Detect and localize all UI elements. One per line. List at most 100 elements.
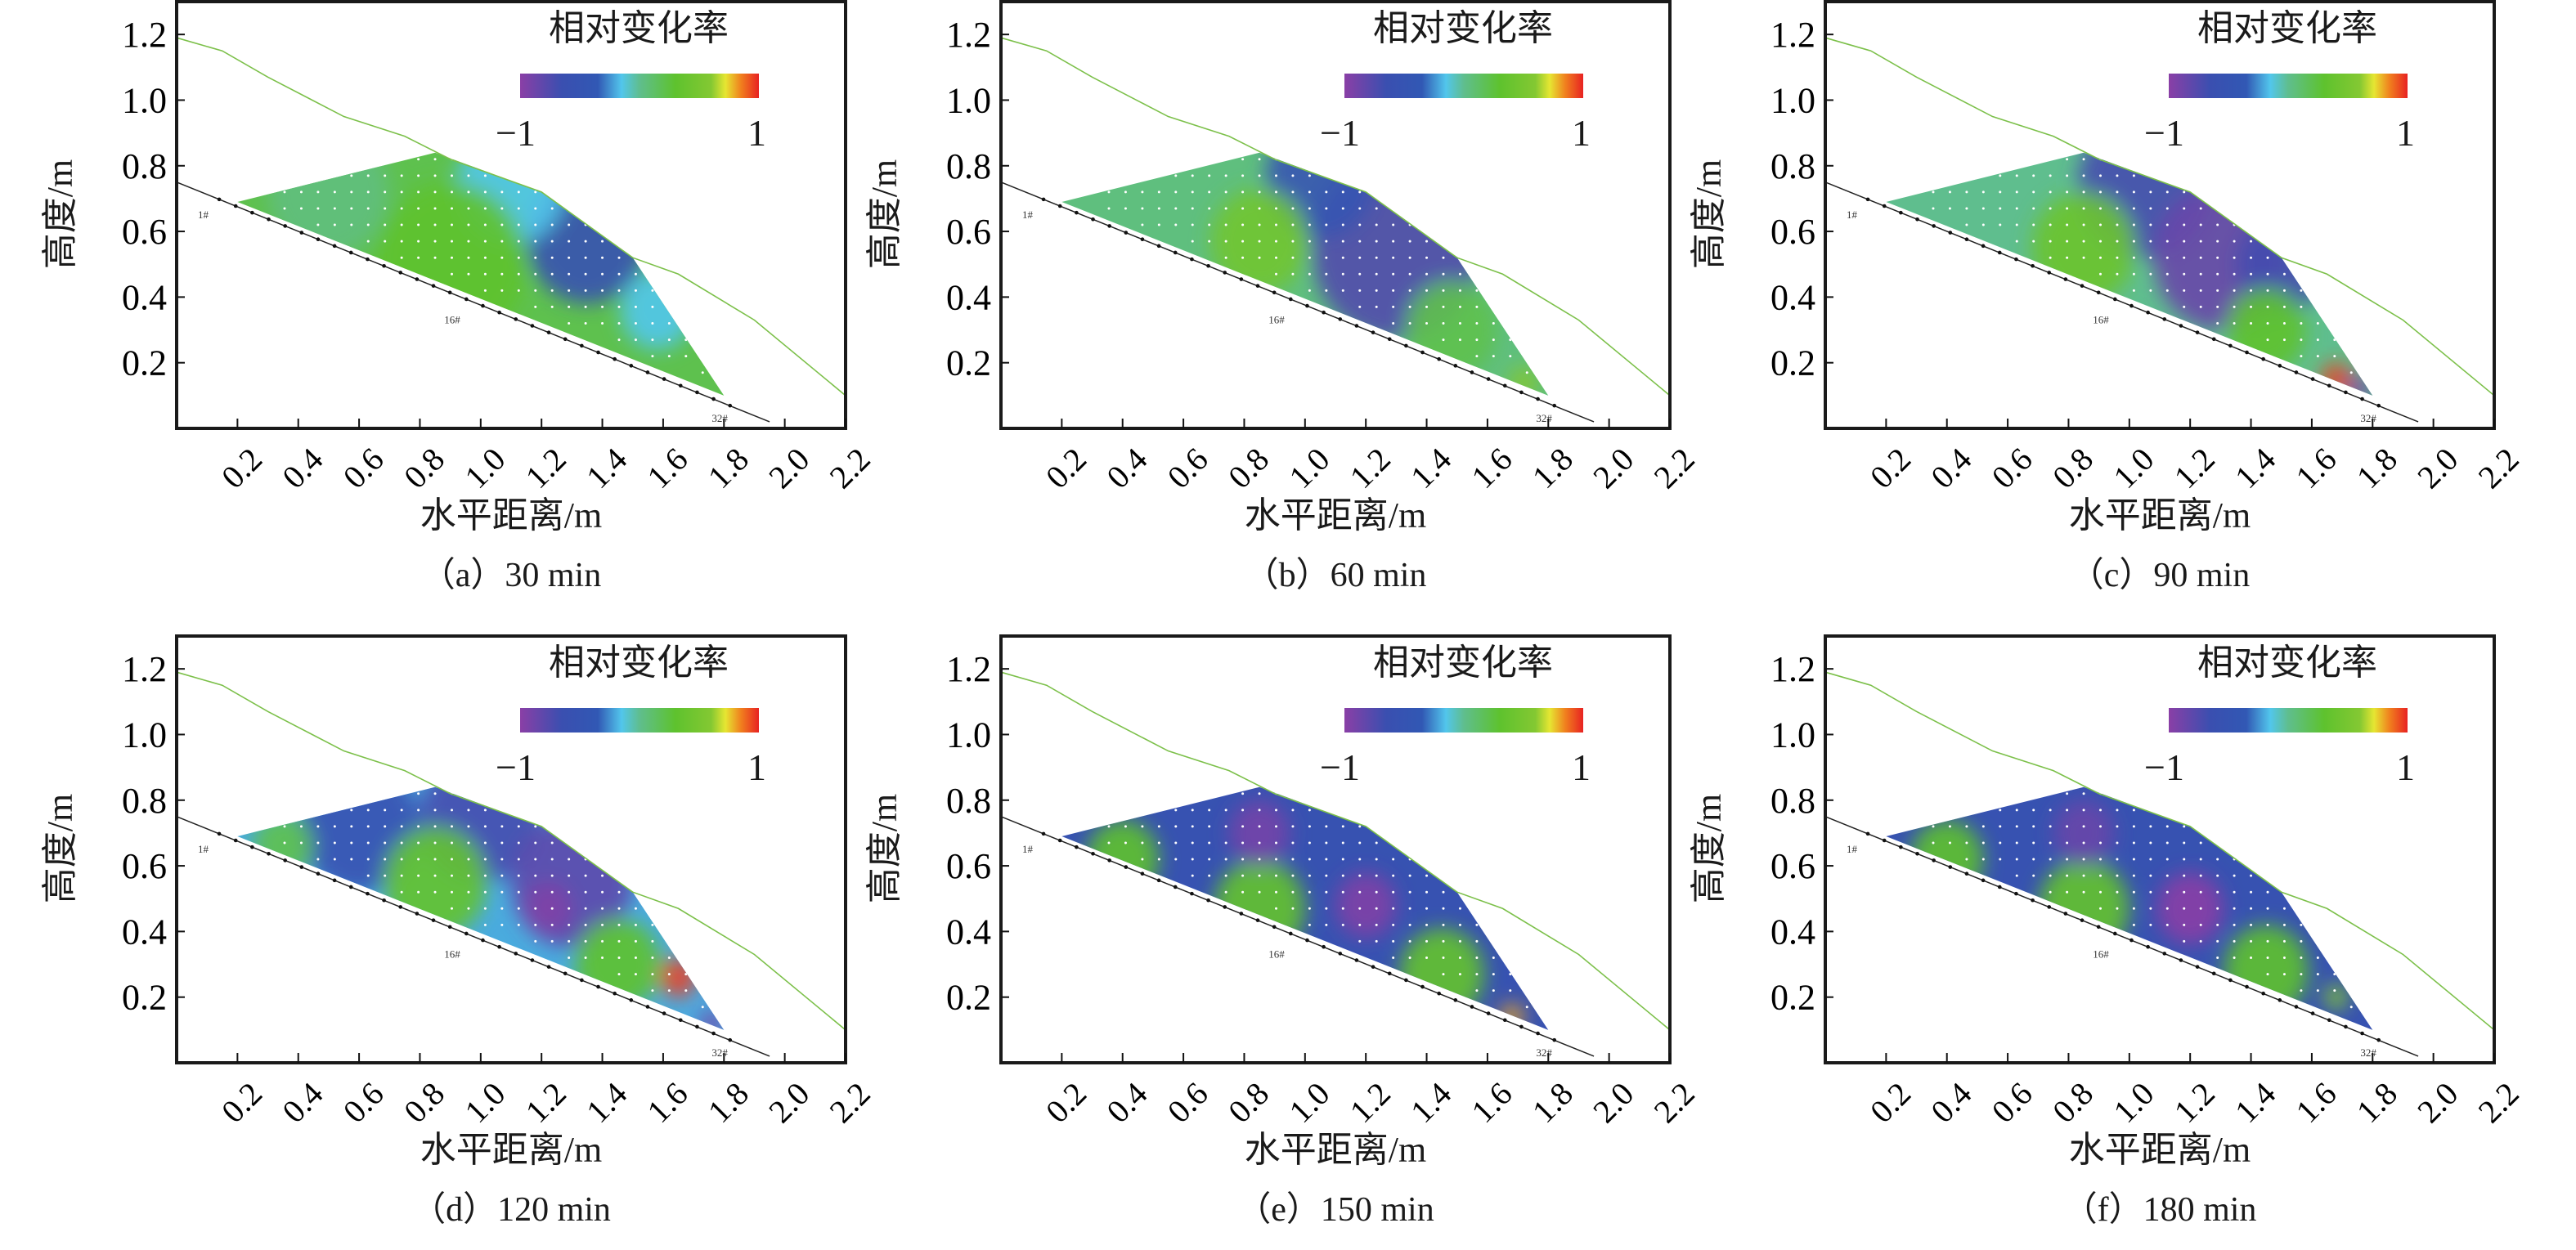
- sample-point: [483, 858, 487, 861]
- sample-point: [1258, 240, 1261, 243]
- sample-point: [1291, 858, 1295, 861]
- sample-point: [2250, 923, 2253, 926]
- sample-point: [400, 240, 403, 243]
- sample-point: [1425, 158, 1429, 161]
- sample-point: [1291, 825, 1295, 828]
- sample-point: [2165, 207, 2169, 210]
- sample-point: [2032, 190, 2035, 194]
- field-zone: [526, 172, 648, 304]
- sensor-marker: [1552, 1037, 1557, 1042]
- sample-point: [1408, 322, 1411, 325]
- sample-point: [1458, 825, 1461, 828]
- sample-point: [417, 825, 420, 828]
- sensor-marker: [1453, 998, 1458, 1002]
- sample-point: [718, 1006, 721, 1009]
- sensor-marker: [1404, 343, 1408, 348]
- sample-point: [568, 841, 571, 845]
- sample-point: [667, 174, 671, 177]
- sensor-marker: [1305, 938, 1309, 943]
- sample-point: [2300, 957, 2303, 960]
- sample-point: [1542, 809, 1546, 812]
- sample-point: [2250, 939, 2253, 943]
- sample-point: [651, 792, 654, 795]
- sample-point: [2282, 190, 2286, 194]
- sample-point: [1375, 825, 1378, 828]
- sample-point: [651, 355, 654, 358]
- sample-point: [1358, 289, 1362, 292]
- sensor-marker: [2228, 978, 2233, 983]
- sample-point: [1208, 874, 1211, 877]
- sample-point: [2165, 223, 2169, 226]
- sample-point: [2349, 174, 2353, 177]
- sample-point: [267, 792, 270, 795]
- sample-point: [2349, 223, 2353, 226]
- sample-point: [1375, 792, 1378, 795]
- x-tick-label: 1.8: [701, 441, 756, 495]
- sample-point: [684, 272, 688, 276]
- sample-point: [2015, 223, 2018, 226]
- sample-point: [584, 809, 587, 812]
- sensor-marker: [299, 865, 304, 869]
- sample-point: [1492, 973, 1495, 976]
- sample-point: [1191, 874, 1194, 877]
- sample-point: [2149, 240, 2152, 243]
- panel-c: 1# 16# 32# 0.2 0.4 0.6 0.8 1.0 1.2 1.4 1.6 1.8 2.0 2.…: [1649, 0, 2526, 616]
- sample-point: [2300, 841, 2303, 845]
- sample-point: [1274, 841, 1277, 845]
- sample-point: [2333, 890, 2336, 894]
- sample-point: [2367, 1006, 2370, 1009]
- sample-point: [1375, 923, 1378, 926]
- sample-point: [1408, 923, 1411, 926]
- sample-point: [1258, 207, 1261, 210]
- sample-point: [2015, 792, 2018, 795]
- sample-point: [1492, 322, 1495, 325]
- sample-point: [1358, 939, 1362, 943]
- sensor-marker: [2278, 998, 2282, 1002]
- sample-point: [1475, 158, 1479, 161]
- sample-point: [1308, 890, 1311, 894]
- sample-point: [651, 223, 654, 226]
- sample-point: [1948, 841, 1951, 845]
- x-tick-label: 1.6: [2288, 1075, 2343, 1130]
- sample-point: [2333, 989, 2336, 992]
- sample-point: [617, 305, 621, 308]
- sample-point: [1241, 158, 1245, 161]
- sample-point: [417, 256, 420, 259]
- sample-point: [1392, 890, 1395, 894]
- colorbar-title: 相对变化率: [1373, 8, 1553, 48]
- sample-point: [483, 240, 487, 243]
- sample-point: [684, 825, 688, 828]
- sensor-marker: [728, 403, 733, 408]
- sample-point: [601, 240, 604, 243]
- sample-point: [1425, 939, 1429, 943]
- sample-point: [1475, 923, 1479, 926]
- sample-point: [400, 207, 403, 210]
- sample-point: [1442, 272, 1445, 276]
- colorbar-min-label: −1: [496, 746, 536, 788]
- sample-point: [2333, 240, 2336, 243]
- sample-point: [2300, 809, 2303, 812]
- sample-point: [2199, 874, 2202, 877]
- x-tick-label: 1.8: [1525, 441, 1580, 495]
- sample-point: [1224, 858, 1227, 861]
- sample-point: [718, 223, 721, 226]
- sample-point: [1241, 858, 1245, 861]
- sample-point: [1442, 190, 1445, 194]
- sample-point: [450, 256, 453, 259]
- sample-point: [2049, 174, 2052, 177]
- sample-point: [684, 890, 688, 894]
- sample-point: [718, 890, 721, 894]
- sample-point: [1325, 825, 1328, 828]
- sample-point: [2183, 289, 2186, 292]
- sample-point: [2233, 322, 2236, 325]
- sample-point: [1107, 207, 1111, 210]
- sample-point: [1475, 825, 1479, 828]
- sample-point: [1258, 809, 1261, 812]
- sample-point: [500, 890, 504, 894]
- sample-point: [1241, 174, 1245, 177]
- sample-point: [1341, 825, 1344, 828]
- sample-point: [2098, 825, 2102, 828]
- sample-point: [417, 190, 420, 194]
- colorbar: [2169, 708, 2408, 733]
- sample-point: [684, 809, 688, 812]
